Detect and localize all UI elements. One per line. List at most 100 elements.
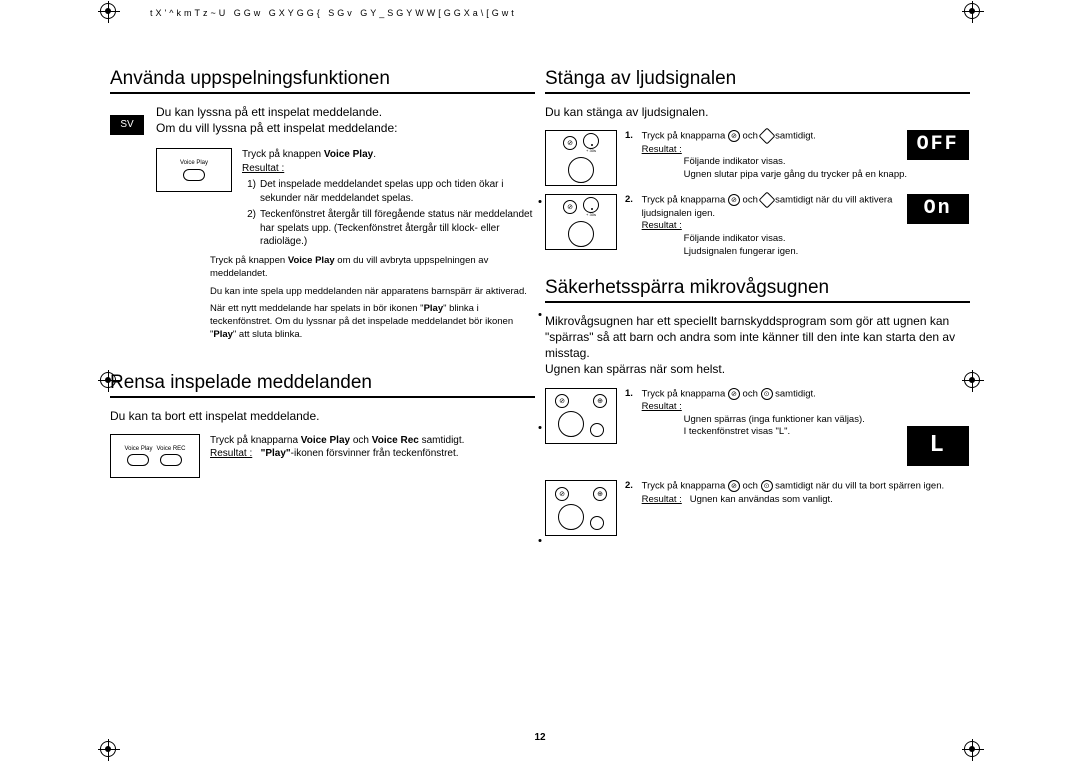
sn: 1) [242,178,260,205]
result-label: Resultat : [642,494,682,505]
tiny: + 30s [586,149,596,153]
num: 2. [625,480,639,493]
tiny: + 30s [586,213,596,217]
dot-icon [539,313,542,316]
t: Mikrovågsugnen har ett speciellt barnsky… [545,313,970,362]
big-circle-icon [568,157,594,183]
t: Voice Play [324,149,373,160]
note: Du kan inte spela upp meddelanden när ap… [210,286,535,299]
t: När ett nytt meddelande har spelats in b… [210,303,424,314]
step-text: Tryck på knapparna Voice Play och Voice … [210,434,535,478]
t: I teckenfönstret visas "L". [642,426,791,439]
panel-stop-30s: ⊘ + 30s [545,130,617,186]
t: Play [213,329,233,340]
result-label: Resultat : [642,401,682,412]
reg-mark-bl [100,741,116,760]
step-text: 1. OFF Tryck på knapparna ⊘ och samtidig… [625,130,970,182]
panel-stop-30s-2: ⊘ + 30s [545,194,617,250]
sb: Teckenfönstret återgår till föregående s… [260,208,535,249]
step-text: Tryck på knappen Voice Play. Resultat : … [242,148,535,249]
stop-icon: ⊘ [728,130,740,142]
display-off: OFF [907,130,969,160]
right-column: Stänga av ljudsignalen Du kan stänga av … [545,68,970,733]
dot-icon [539,426,542,429]
r-sec1-intro: Du kan stänga av ljudsignalen. [545,104,970,120]
manual-page: tX'^kmTz~U GGw GXYGG{ SGv GY_SGYWW[GGXa\… [0,0,1080,763]
btn-icon [127,454,149,466]
t: Ugnen slutar pipa varje gång du trycker … [642,169,907,182]
t: Följande indikator visas. [642,156,786,169]
sec1-step: Voice Play Tryck på knappen Voice Play. … [156,148,535,249]
big-circle-icon [568,221,594,247]
reg-mark-tr [964,3,980,22]
panel-stop-clock-2: ⊘ ⊕ [545,480,617,536]
panel-voice-play: Voice Play [156,148,232,192]
t: Tryck på knapparna [642,131,728,142]
display-on: On [907,194,969,224]
stop-icon: ⊘ [563,136,577,150]
btn-icon [160,454,182,466]
t: samtidigt när du vill ta bort spärren ig… [773,481,945,492]
reg-mark-br [964,741,980,760]
sec2-intro: Du kan ta bort ett inspelat meddelande. [110,408,535,424]
t: " att sluta blinka. [233,329,302,340]
sb: Det inspelade meddelandet spelas upp och… [260,178,535,205]
dot-icon [539,200,542,203]
r-sec1-step2: ⊘ + 30s 2. On Tryck på knapparna ⊘ och s… [545,194,970,259]
panel-voice-play-rec: Voice Play Voice REC [110,434,200,478]
t: och [740,388,761,399]
t: Voice Play [301,435,350,446]
lbl: Voice Play [124,446,152,452]
t: och [740,481,761,492]
clock-icon: ⊙ [761,388,773,400]
r-sec2-step1: ⊘ ⊕ 1. Tryck på knapparna ⊘ och ⊙ samtid… [545,388,970,467]
t: och [740,195,761,206]
stop-icon: ⊘ [728,480,740,492]
stop-icon: ⊘ [728,388,740,400]
stop-icon: ⊘ [563,200,577,214]
sec2: Rensa inspelade meddelanden Du kan ta bo… [110,372,535,478]
t: Tryck på knapparna [642,388,728,399]
clock-icon: ⊕ [593,487,607,501]
t: samtidigt. [773,131,816,142]
clock-icon: ⊙ [761,480,773,492]
t: och [350,435,372,446]
t: Följande indikator visas. [642,233,786,246]
t: Ugnen spärras (inga funktioner kan välja… [642,414,865,427]
result-label: Resultat : [210,448,252,459]
sec2-title: Rensa inspelade meddelanden [110,372,535,398]
t: Tryck på knapparna [642,195,728,206]
sec1-intro: Du kan lyssna på ett inspelat meddelande… [156,104,535,136]
reg-mark-tl [100,3,116,22]
clock-icon: ⊕ [593,394,607,408]
sn: 2) [242,208,260,249]
small-circle-icon [590,516,604,530]
intro-line2: Om du vill lyssna på ett inspelat meddel… [156,120,535,136]
lbl: Voice REC [157,446,186,452]
button-icon [183,169,205,181]
dial-icon [583,133,599,149]
t: "Play" [261,448,291,459]
page-number: 12 [534,732,545,743]
t: Play [424,303,444,314]
t: Tryck på knapparna [210,435,301,446]
intro-line1: Du kan lyssna på ett inspelat meddelande… [156,104,535,120]
t: Tryck på knappen [242,149,324,160]
t: Ugnen kan spärras när som helst. [545,361,970,377]
t: . [373,149,376,160]
result-label: Resultat : [242,163,284,174]
dial-icon [583,197,599,213]
t: Voice Play [288,255,335,266]
num: 1. [625,130,639,143]
t: Ljudsignalen fungerar igen. [642,246,799,259]
result-label: Resultat : [642,144,682,155]
sec1-notes: Tryck på knappen Voice Play om du vill a… [210,255,535,342]
stop-icon: ⊘ [555,394,569,408]
t: -ikonen försvinner från teckenfönstret. [291,448,459,459]
stop-icon: ⊘ [555,487,569,501]
r-sec2-intro: Mikrovågsugnen har ett speciellt barnsky… [545,313,970,378]
r-sec2-title: Säkerhetsspärra mikrovågsugnen [545,277,970,303]
sec1-title: Använda uppspelningsfunktionen [110,68,535,94]
dot-icon [539,539,542,542]
r-sec1-title: Stänga av ljudsignalen [545,68,970,94]
